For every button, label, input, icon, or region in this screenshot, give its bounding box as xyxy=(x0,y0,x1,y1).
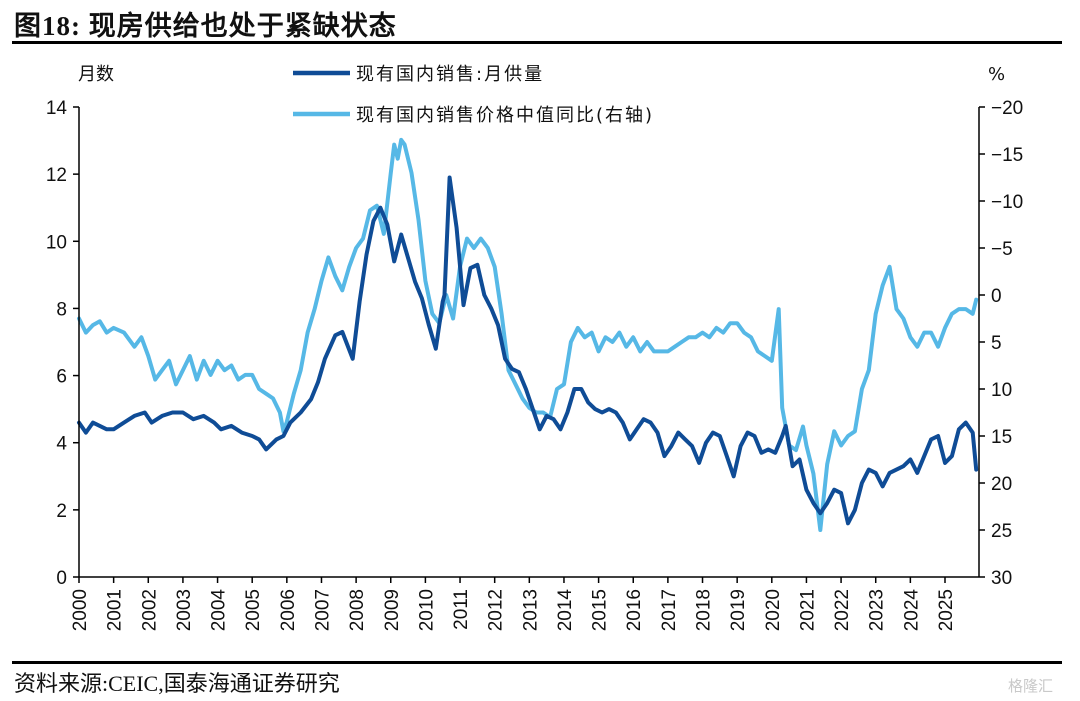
right-tick-label: 25 xyxy=(991,521,1012,542)
legend-label-supply: 现有国内销售:月供量 xyxy=(356,64,544,85)
bottom-rule xyxy=(12,661,1062,664)
watermark-logo: 格隆汇 xyxy=(1008,677,1054,695)
x-tick-label: 2020 xyxy=(763,589,784,631)
left-tick-label: 2 xyxy=(56,501,67,522)
x-tick-label: 2022 xyxy=(832,589,853,631)
left-tick-label: 6 xyxy=(56,367,67,388)
right-tick-label: 30 xyxy=(991,568,1012,589)
x-tick-label: 2018 xyxy=(694,589,715,631)
x-tick-label: 2003 xyxy=(174,589,195,631)
x-tick-label: 2000 xyxy=(70,589,91,631)
x-tick-label: 2010 xyxy=(416,589,437,631)
left-tick-label: 12 xyxy=(46,165,67,186)
legend-label-price: 现有国内销售价格中值同比(右轴) xyxy=(356,105,654,126)
x-tick-label: 2014 xyxy=(555,589,576,632)
right-axis-label: % xyxy=(988,64,1005,85)
x-tick-label: 2017 xyxy=(659,589,680,631)
source-note: 资料来源:CEIC,国泰海通证券研究 xyxy=(14,671,340,696)
right-tick-label: 5 xyxy=(991,333,1002,354)
series-line-price xyxy=(77,137,979,532)
x-tick-label: 2013 xyxy=(520,589,541,631)
x-tick-label: 2016 xyxy=(624,589,645,631)
legend: 现有国内销售:月供量 现有国内销售价格中值同比(右轴) xyxy=(293,64,654,126)
x-tick-label: 2019 xyxy=(728,589,749,631)
figure-title: 图18: 现房供给也处于紧缺状态 xyxy=(14,11,397,41)
x-tick-label: 2001 xyxy=(105,589,126,631)
x-tick-label: 2007 xyxy=(312,589,333,631)
x-tick-label: 2023 xyxy=(867,589,888,631)
right-tick-label: 15 xyxy=(991,427,1012,448)
left-tick-label: 14 xyxy=(46,98,68,119)
right-tick-label: −20 xyxy=(991,98,1023,119)
top-rule xyxy=(12,41,1062,44)
x-tick-label: 2008 xyxy=(347,589,368,631)
x-tick-label: 2021 xyxy=(797,589,818,631)
left-tick-label: 4 xyxy=(56,434,67,455)
x-tick-label: 2015 xyxy=(590,589,611,631)
left-tick-label: 0 xyxy=(56,568,67,589)
x-tick-label: 2024 xyxy=(901,589,922,632)
x-tick-label: 2006 xyxy=(278,589,299,631)
right-tick-label: −15 xyxy=(991,145,1023,166)
right-tick-label: −5 xyxy=(991,239,1013,260)
x-tick-label: 2002 xyxy=(139,589,160,631)
x-tick-label: 2025 xyxy=(936,589,957,631)
x-tick-label: 2005 xyxy=(243,589,264,631)
x-tick-label: 2004 xyxy=(209,589,230,632)
right-tick-label: 20 xyxy=(991,474,1012,495)
series-line-supply xyxy=(77,175,979,526)
right-tick-label: 10 xyxy=(991,380,1012,401)
x-tick-label: 2012 xyxy=(486,589,507,631)
x-tick-label: 2009 xyxy=(382,589,403,631)
x-tick-label: 2011 xyxy=(451,589,472,630)
left-tick-label: 10 xyxy=(46,232,67,253)
right-tick-label: −10 xyxy=(991,192,1023,213)
left-axis-label: 月数 xyxy=(78,64,114,85)
left-tick-label: 8 xyxy=(56,299,67,320)
right-tick-label: 0 xyxy=(991,286,1002,307)
